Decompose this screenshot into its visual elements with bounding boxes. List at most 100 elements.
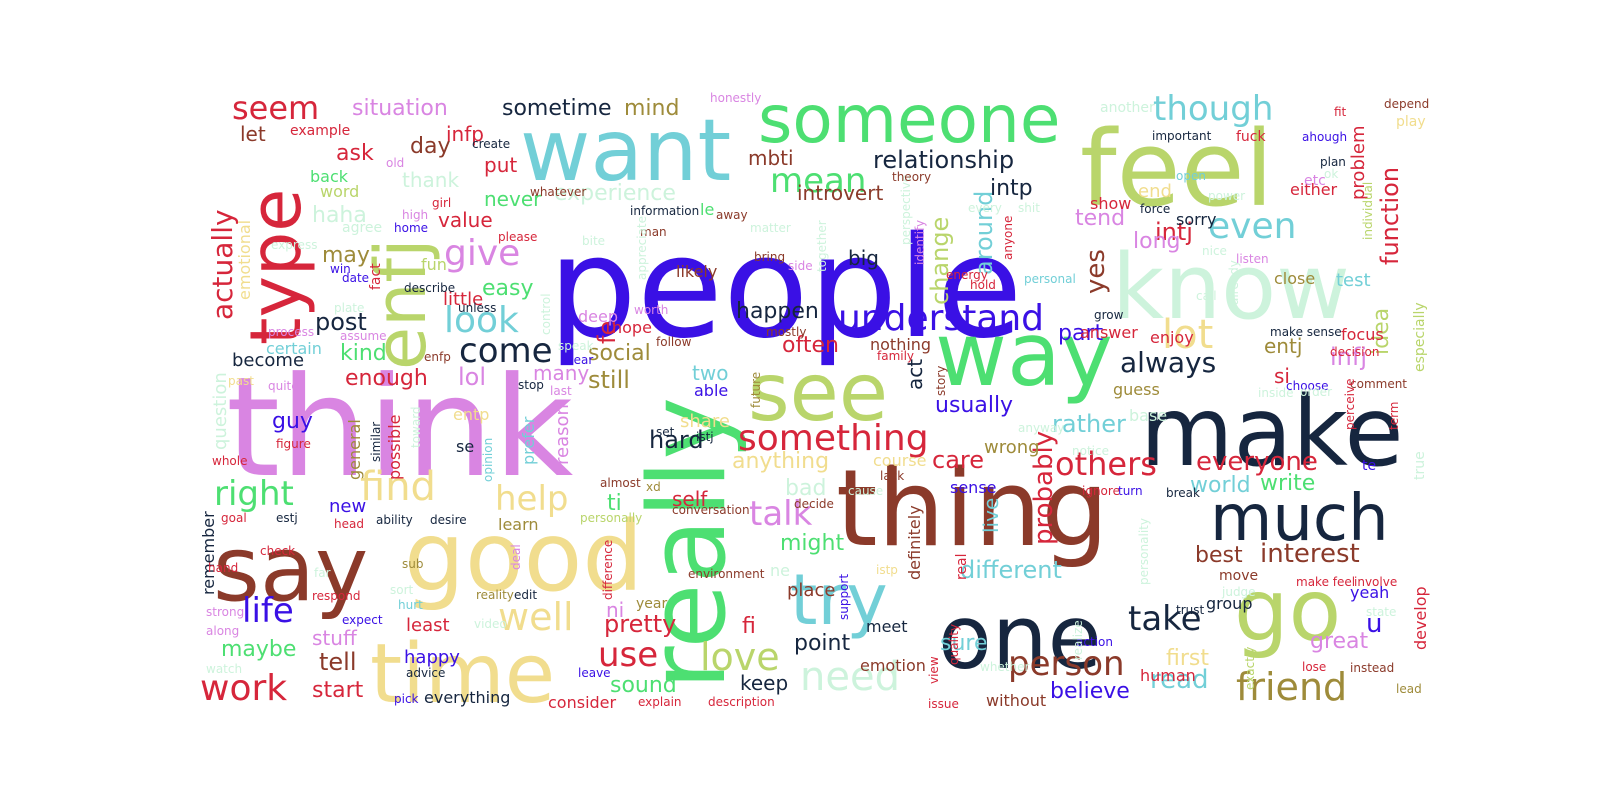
word-still: still	[588, 366, 630, 394]
word-plan: plan	[1320, 155, 1346, 169]
word-appreciate: appreciate	[635, 216, 649, 280]
word-control: control	[539, 293, 553, 335]
word-test: test	[1336, 270, 1371, 291]
word-likely: likely	[676, 262, 717, 281]
word-infj: infj	[1330, 343, 1367, 371]
word-perceive: perceive	[1343, 379, 1357, 430]
word-function: function	[1376, 167, 1404, 265]
word-hold: hold	[970, 278, 996, 292]
word-turn: turn	[1118, 484, 1143, 498]
word-te: te	[1362, 458, 1376, 474]
word-possible: possible	[385, 414, 404, 480]
word-whatever: whatever	[530, 185, 586, 199]
word-quite: quite	[268, 379, 299, 393]
word-new: new	[329, 496, 366, 517]
word-judge: judge	[1221, 585, 1256, 599]
word-especially: especially	[1412, 302, 1428, 372]
word-thing: thing	[836, 447, 1109, 570]
word-life: life	[242, 591, 294, 631]
word-care: care	[932, 446, 984, 474]
word-guy: guy	[272, 409, 313, 434]
word-state: state	[1366, 605, 1396, 619]
word-personality: personality	[1137, 518, 1151, 585]
word-video: video	[474, 617, 507, 631]
word-check: check	[260, 544, 295, 558]
word-almost: almost	[600, 476, 641, 490]
word-problem: problem	[1348, 126, 1369, 200]
word-become: become	[232, 350, 304, 371]
word-best: best	[1195, 543, 1243, 568]
word-long: long	[1133, 229, 1180, 254]
word-post: post	[315, 308, 367, 336]
word-set: set	[656, 425, 675, 439]
word-personal: personal	[1024, 272, 1076, 286]
word-never: never	[484, 187, 542, 211]
word-hope: hope	[612, 318, 652, 337]
word-nothing: nothing	[870, 335, 931, 354]
word-focus: focus	[1341, 325, 1384, 344]
word-many: many	[533, 361, 589, 385]
word-leave: leave	[578, 666, 611, 680]
word-ne: ne	[770, 561, 790, 580]
word-mind: mind	[624, 96, 679, 121]
word-enough: enough	[345, 366, 428, 391]
word-group: group	[1206, 594, 1252, 613]
word-keep: keep	[740, 671, 788, 695]
word-toward: toward	[409, 406, 423, 448]
word-another: another	[1100, 100, 1155, 116]
word-entj: entj	[1264, 334, 1302, 358]
word-view: view	[927, 656, 941, 684]
word-maybe: maybe	[221, 637, 296, 662]
word-tend: tend	[1075, 206, 1125, 231]
word-point: point	[794, 631, 850, 656]
word-answer: answer	[1080, 323, 1138, 342]
word-support: support	[837, 574, 851, 620]
word-call: call	[1196, 289, 1217, 303]
word-self: self	[672, 487, 708, 511]
word-old: old	[386, 156, 404, 170]
word-lack: lack	[880, 469, 904, 483]
word-put: put	[484, 153, 517, 177]
word-quality: quality	[947, 624, 961, 665]
word-hand: hand	[208, 561, 238, 575]
word-right: right	[214, 474, 294, 514]
word-conversation: conversation	[672, 503, 750, 517]
word-respond: respond	[312, 589, 361, 603]
word-big: big	[848, 246, 879, 270]
word-description: description	[708, 695, 775, 709]
word-listen: listen	[1236, 252, 1269, 266]
word-guess: guess	[1113, 380, 1160, 399]
word-date: date	[342, 271, 369, 285]
word-real: real	[954, 553, 970, 580]
word-intj: intj	[1155, 218, 1193, 246]
word-enfp: enfp	[424, 350, 451, 364]
word-reality: reality	[476, 588, 514, 602]
word-si: si	[1274, 364, 1290, 388]
word-personally: personally	[580, 511, 642, 525]
word-girl: girl	[432, 196, 451, 210]
word-open: open	[1176, 169, 1206, 183]
word-others: others	[1055, 445, 1157, 483]
word-family: family	[877, 349, 914, 363]
word-lose: lose	[1302, 660, 1326, 674]
word-issue: issue	[928, 697, 959, 711]
word-together: together	[815, 220, 829, 272]
word-always: always	[1120, 346, 1216, 379]
word-hard: hard	[649, 426, 704, 454]
word-home: home	[394, 221, 428, 235]
word-inside: inside	[1258, 386, 1294, 400]
word-goal: goal	[221, 511, 247, 525]
word-love: love	[700, 635, 780, 679]
word-bite: bite	[582, 234, 605, 248]
word-bad: bad	[785, 476, 826, 501]
word-read: read	[1150, 665, 1209, 695]
word-istj: istj	[696, 430, 714, 444]
word-someone: someone	[758, 81, 1060, 158]
word-rather: rather	[1052, 410, 1126, 438]
word-friend: friend	[1236, 665, 1347, 709]
word-show: show	[1090, 194, 1131, 213]
word-believe: believe	[1050, 679, 1130, 704]
word-involve: involve	[1354, 575, 1397, 589]
word-true: true	[1412, 451, 1428, 480]
